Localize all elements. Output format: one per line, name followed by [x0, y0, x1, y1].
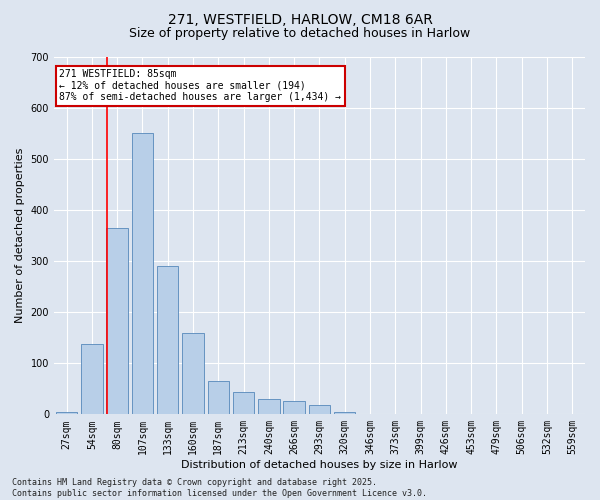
Text: 271, WESTFIELD, HARLOW, CM18 6AR: 271, WESTFIELD, HARLOW, CM18 6AR	[167, 12, 433, 26]
Bar	[283, 400, 305, 414]
Y-axis label: Number of detached properties: Number of detached properties	[15, 148, 25, 323]
Bar	[81, 344, 103, 414]
Bar	[106, 228, 128, 414]
Bar	[157, 266, 178, 414]
Bar	[208, 381, 229, 414]
Bar	[233, 392, 254, 414]
Bar	[56, 412, 77, 414]
Bar	[258, 399, 280, 414]
Text: 271 WESTFIELD: 85sqm
← 12% of detached houses are smaller (194)
87% of semi-deta: 271 WESTFIELD: 85sqm ← 12% of detached h…	[59, 69, 341, 102]
Bar	[131, 133, 153, 414]
X-axis label: Distribution of detached houses by size in Harlow: Distribution of detached houses by size …	[181, 460, 458, 470]
Text: Size of property relative to detached houses in Harlow: Size of property relative to detached ho…	[130, 28, 470, 40]
Text: Contains HM Land Registry data © Crown copyright and database right 2025.
Contai: Contains HM Land Registry data © Crown c…	[12, 478, 427, 498]
Bar	[334, 412, 355, 414]
Bar	[182, 332, 204, 414]
Bar	[309, 405, 330, 414]
